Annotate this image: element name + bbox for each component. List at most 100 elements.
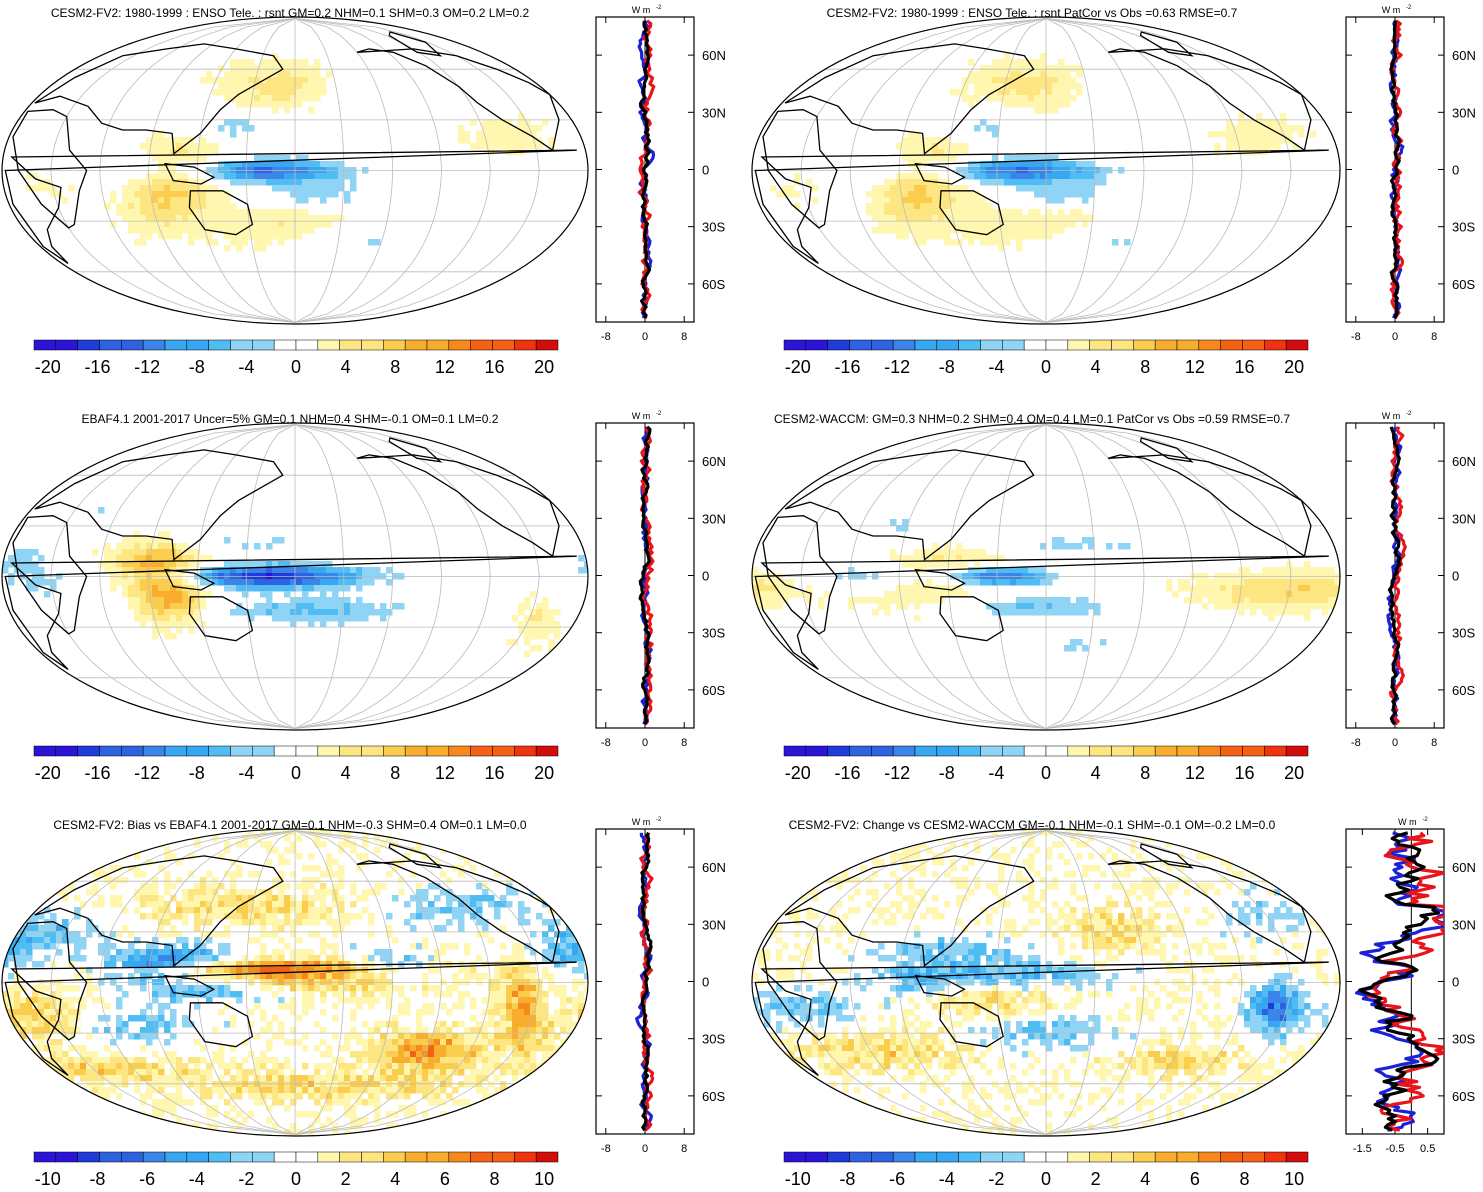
colorbar-swatch (514, 746, 536, 756)
zonal-lat-label: 30N (702, 917, 726, 932)
colorbar-swatch (871, 746, 893, 756)
colorbar-swatch (1112, 746, 1134, 756)
colorbar-tick: -4 (988, 357, 1004, 377)
colorbar-swatch (1133, 340, 1155, 350)
map-panel-4 (752, 423, 1341, 730)
zonal-lat-label: 60S (1452, 683, 1475, 698)
colorbar-tick: 10 (534, 1169, 554, 1187)
colorbar-tick: 0 (291, 763, 301, 783)
colorbar-swatch (449, 340, 471, 350)
zonal-lat-label: 30S (1452, 626, 1475, 641)
colorbar-swatch (1112, 1152, 1134, 1162)
colorbar-tick: -8 (189, 357, 205, 377)
colorbar-tick: -20 (785, 763, 811, 783)
colorbar-swatch (871, 1152, 893, 1162)
colorbar-tick: 20 (534, 357, 554, 377)
colorbar-tick: 8 (1240, 1169, 1250, 1187)
colorbar-tick: 0 (1041, 763, 1051, 783)
colorbar-swatch (1264, 746, 1286, 756)
colorbar-swatch (34, 746, 56, 756)
colorbar-swatch (981, 1152, 1003, 1162)
colorbar-tick: 16 (1235, 763, 1255, 783)
colorbar-swatch (1199, 746, 1221, 756)
colorbar-swatch (1090, 1152, 1112, 1162)
colorbar-tick: 4 (390, 1169, 400, 1187)
colorbar-swatch (427, 1152, 449, 1162)
colorbar-swatch (1002, 1152, 1024, 1162)
zonal-xtick-label: 0.5 (1420, 1143, 1435, 1155)
colorbar-tick: -4 (939, 1169, 955, 1187)
colorbar-swatch (1286, 746, 1308, 756)
zonal-units: W m (632, 5, 651, 15)
zonal-lat-label: 0 (702, 569, 709, 584)
colorbar-swatch (383, 340, 405, 350)
colorbar-swatch (1068, 1152, 1090, 1162)
zonal-lat-label: 60S (702, 1089, 725, 1104)
colorbar-tick: -20 (785, 357, 811, 377)
colorbar-tick: 0 (291, 1169, 301, 1187)
colorbar-swatch (274, 340, 296, 350)
zonal-units: W m (632, 411, 651, 421)
colorbar-swatch (362, 340, 384, 350)
zonal-xtick-label: -8 (601, 737, 611, 749)
colorbar-swatch (143, 746, 165, 756)
colorbar-tick: -8 (939, 763, 955, 783)
colorbar-swatch (514, 340, 536, 350)
zonal-xtick-label: 8 (1431, 331, 1437, 343)
zonal-lat-label: 60N (1452, 454, 1476, 469)
zonal-xtick-label: -1.5 (1353, 1143, 1372, 1155)
zonal-lat-label: 0 (1452, 569, 1459, 584)
zonal-xtick-label: 0 (642, 331, 648, 343)
colorbar-tick: 4 (341, 763, 351, 783)
colorbar-swatch (78, 746, 100, 756)
zonal-units-exp: -2 (1406, 5, 1412, 11)
zonal-lat-label: 30S (1452, 1032, 1475, 1047)
colorbar-tick: 8 (1140, 357, 1150, 377)
colorbar-swatch (427, 746, 449, 756)
colorbar-swatch (296, 746, 318, 756)
colorbar-tick: -20 (35, 357, 61, 377)
zonal-units-exp: -2 (1406, 411, 1412, 417)
colorbar-swatch (1112, 340, 1134, 350)
colorbar-swatch (187, 1152, 209, 1162)
zonal-lat-label: 60S (702, 683, 725, 698)
colorbar-swatch (252, 340, 274, 350)
map-panel-6 (752, 829, 1341, 1142)
zonal-xtick-label: -8 (1351, 737, 1361, 749)
colorbar-swatch (405, 1152, 427, 1162)
colorbar-swatch (1133, 746, 1155, 756)
colorbar-swatch (231, 1152, 253, 1162)
colorbar-swatch (1199, 1152, 1221, 1162)
colorbar-swatch (1024, 340, 1046, 350)
colorbar-swatch (1090, 340, 1112, 350)
colorbar-swatch (340, 1152, 362, 1162)
colorbar-tick: -12 (134, 357, 160, 377)
colorbar-swatch (915, 746, 937, 756)
colorbar-swatch (318, 340, 340, 350)
colorbar-tick: 20 (1284, 763, 1304, 783)
colorbar-swatch (1221, 340, 1243, 350)
field-shading (2, 507, 591, 658)
colorbar-swatch (121, 1152, 143, 1162)
zonal-xtick-label: 0 (1392, 737, 1398, 749)
colorbar-tick: -4 (988, 763, 1004, 783)
colorbar-tick: -16 (834, 357, 860, 377)
colorbar-tick: 12 (1185, 357, 1205, 377)
panel-title-4: CESM2-WACCM: GM=0.3 NHM=0.2 SHM=0.4 OM=0… (774, 412, 1290, 426)
colorbar-swatch (340, 746, 362, 756)
zonal-lat-label: 30S (702, 1032, 725, 1047)
zonal-units: W m (1398, 817, 1417, 827)
colorbar-tick: 2 (341, 1169, 351, 1187)
colorbar-swatch (274, 746, 296, 756)
colorbar-swatch (536, 746, 558, 756)
colorbar-tick: -8 (89, 1169, 105, 1187)
colorbar-swatch (806, 746, 828, 756)
zonal-lat-label: 30N (1452, 511, 1476, 526)
colorbar-swatch (121, 340, 143, 350)
